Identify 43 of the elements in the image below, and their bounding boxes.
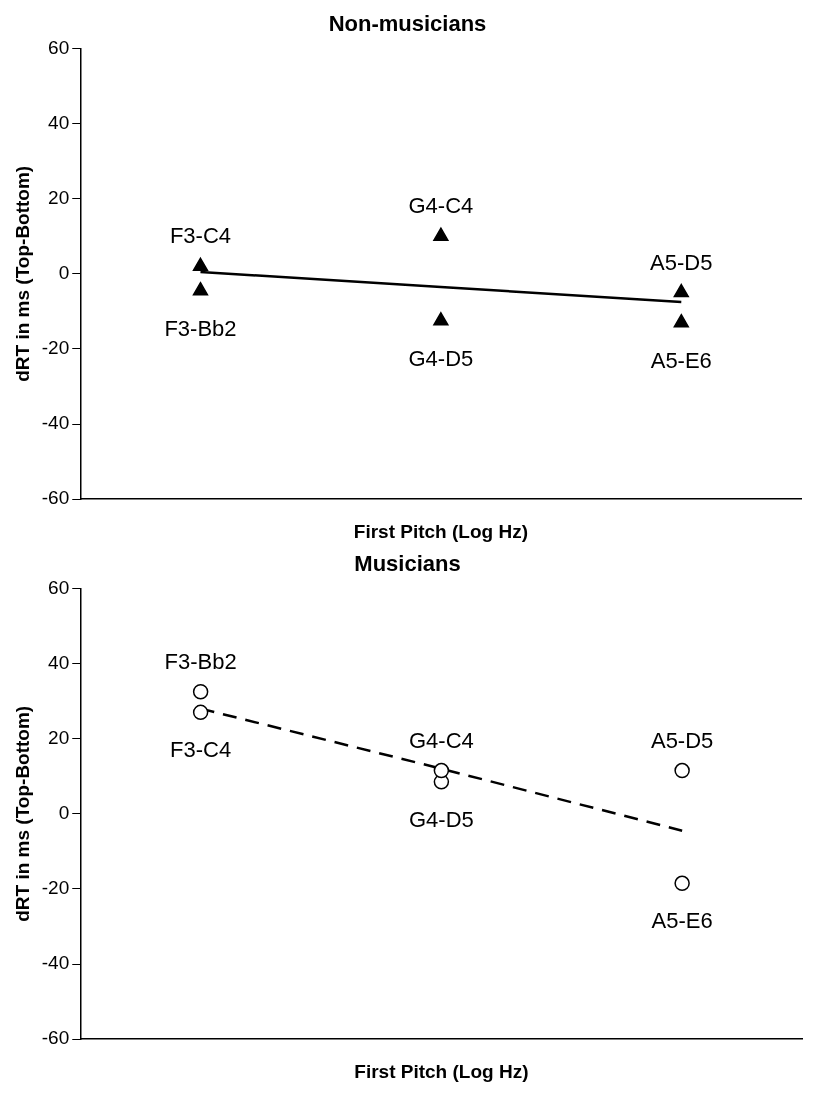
- point: [192, 704, 209, 721]
- point: [192, 257, 209, 272]
- y-tick-label: 0: [58, 262, 70, 284]
- data-label: A5-D5: [650, 249, 713, 275]
- point: [433, 762, 450, 779]
- x-axis-title: First Pitch (Log Hz): [354, 1060, 529, 1082]
- point: [673, 283, 689, 298]
- point: [674, 762, 690, 779]
- data-label: A5-D5: [650, 727, 714, 753]
- y-tick-label: -40: [41, 952, 70, 974]
- y-tick-label: -20: [41, 337, 70, 359]
- data-label: G4-D5: [408, 345, 474, 371]
- x-axis-title: First Pitch (Log Hz): [353, 520, 528, 542]
- y-tick-label: -60: [41, 487, 70, 509]
- data-label: A5-E6: [651, 908, 713, 934]
- y-axis-title: dRT in ms (Top-Bottom): [11, 705, 33, 922]
- chart-title: Musicians: [354, 551, 461, 577]
- data-label: F3-C4: [169, 223, 232, 249]
- data-label: A5-E6: [650, 347, 712, 373]
- point: [192, 281, 209, 296]
- y-tick-label: 40: [48, 111, 70, 133]
- point: [192, 683, 209, 700]
- chart-title: Non-musicians: [328, 11, 487, 37]
- y-tick-label: -60: [41, 1027, 70, 1049]
- y-tick-label: -20: [41, 877, 70, 899]
- y-tick-label: 20: [48, 186, 70, 208]
- data-label: F3-Bb2: [164, 315, 237, 341]
- point: [673, 313, 689, 328]
- y-tick-label: 20: [48, 726, 70, 748]
- data-label: F3-Bb2: [164, 648, 237, 674]
- y-tick-label: 40: [48, 651, 70, 673]
- data-label: G4-C4: [408, 727, 474, 753]
- data-label: G4-C4: [408, 193, 474, 219]
- point: [433, 312, 449, 326]
- point: [433, 227, 449, 241]
- y-tick-label: 60: [48, 576, 70, 598]
- y-tick-label: 0: [58, 802, 70, 824]
- data-label: G4-D5: [408, 806, 474, 832]
- y-axis-title: dRT in ms (Top-Bottom): [11, 165, 33, 382]
- point: [674, 875, 690, 892]
- y-tick-label: -40: [41, 412, 70, 434]
- y-tick-label: 60: [48, 36, 70, 58]
- data-label: F3-C4: [170, 737, 232, 763]
